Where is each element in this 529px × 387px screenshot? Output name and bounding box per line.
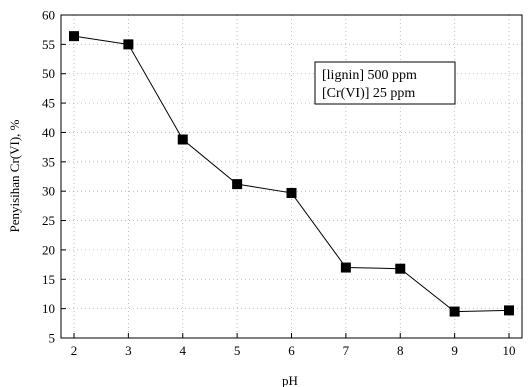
- data-point-7: [449, 306, 460, 317]
- y-tick-label-5: 30: [42, 184, 55, 199]
- x-tick-label-0: 2: [71, 343, 78, 358]
- axis-ticks: [61, 14, 510, 339]
- y-axis-label: Penyisihan Cr(VI), %: [7, 119, 22, 232]
- x-tick-label-1: 3: [125, 343, 132, 358]
- y-tick-label-11: 60: [42, 8, 55, 23]
- data-point-5: [340, 262, 351, 273]
- y-tick-label-10: 55: [42, 37, 55, 52]
- y-tick-label-1: 10: [42, 301, 55, 316]
- data-point-1: [123, 39, 134, 50]
- legend-line-chromium: [Cr(VI)] 25 ppm: [322, 86, 415, 101]
- data-point-4: [286, 187, 297, 198]
- y-tick-label-6: 35: [42, 154, 55, 169]
- legend-line-lignin: [lignin] 500 ppm: [322, 68, 417, 83]
- data-point-0: [69, 31, 79, 42]
- x-tick-label-8: 10: [503, 343, 516, 358]
- grid: [61, 14, 522, 339]
- y-tick-label-0: 5: [49, 331, 56, 346]
- legend-box: [lignin] 500 ppm [Cr(VI)] 25 ppm: [314, 61, 456, 105]
- y-tick-label-3: 20: [42, 242, 55, 257]
- data-point-6: [395, 263, 406, 274]
- data-point-8: [504, 305, 514, 316]
- series-group: [69, 31, 514, 317]
- y-tick-labels: 5 10 15 20 25 30 35 40 45 50 55 60: [42, 8, 55, 346]
- x-tick-label-5: 7: [343, 343, 350, 358]
- x-axis-label: pH: [282, 373, 298, 387]
- x-tick-label-6: 8: [397, 343, 404, 358]
- y-tick-label-8: 45: [42, 96, 55, 111]
- x-tick-label-3: 5: [234, 343, 241, 358]
- y-tick-label-7: 40: [42, 125, 55, 140]
- x-tick-label-2: 4: [180, 343, 187, 358]
- y-tick-label-2: 15: [42, 272, 55, 287]
- legend-frame: [314, 61, 456, 105]
- data-point-2: [177, 134, 188, 145]
- y-tick-label-4: 25: [42, 213, 55, 228]
- x-tick-label-7: 9: [451, 343, 458, 358]
- x-tick-labels: 2 3 4 5 6 7 8 9 10: [71, 343, 516, 358]
- data-point-3: [232, 179, 243, 190]
- y-tick-label-9: 50: [42, 66, 55, 81]
- x-tick-label-4: 6: [288, 343, 295, 358]
